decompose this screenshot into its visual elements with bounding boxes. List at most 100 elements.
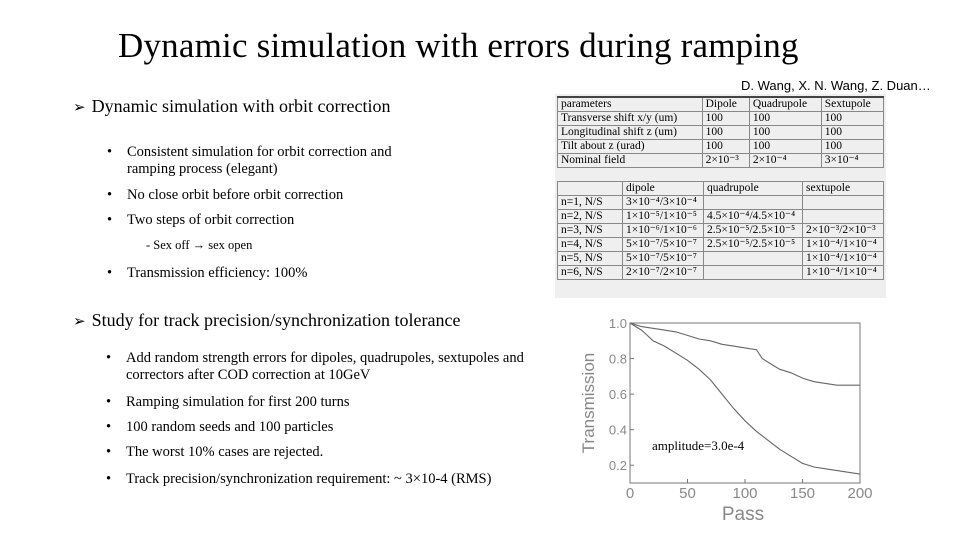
sub-item: - Sex off → sex open: [146, 238, 253, 252]
table-cell: Transverse shift x/y (um): [557, 111, 703, 126]
bullet-dot-icon: •: [107, 212, 113, 228]
slide-title: Dynamic simulation with errors during ra…: [118, 26, 799, 65]
x-tick-label: 50: [679, 485, 696, 502]
bullet-dot-icon: •: [106, 444, 112, 460]
bullet-text: Transmission efficiency: 100%: [127, 265, 308, 281]
table-cell: n=6, N/S: [557, 265, 623, 280]
table-cell: 1×10⁻⁴/1×10⁻⁴: [801, 251, 885, 266]
table-cell: n=1, N/S: [557, 195, 623, 210]
table-cell: n=4, N/S: [557, 237, 623, 252]
section2-heading: ➢ Study for track precision/synchronizati…: [73, 310, 460, 331]
bullet-dot-icon: •: [107, 144, 113, 160]
table-cell: sextupole: [801, 181, 885, 196]
section1-heading-text: Dynamic simulation with orbit correction: [91, 96, 391, 116]
table-header-row: parameters Dipole Quadrupole Sextupole: [557, 96, 885, 112]
table-cell: 2.5×10⁻⁵/2.5×10⁻⁵: [703, 237, 803, 252]
bullet-text: 100 random seeds and 100 particles: [126, 419, 334, 435]
bullet-text: Consistent simulation for orbit correcti…: [127, 144, 392, 177]
table-cell: 2×10⁻⁷/2×10⁻⁷: [622, 265, 704, 280]
bullet: • Add random strength errors for dipoles,…: [106, 350, 546, 384]
x-tick-label: 150: [790, 485, 815, 502]
bullet: • 100 random seeds and 100 particles: [106, 419, 546, 436]
table-cell: 5×10⁻⁷/5×10⁻⁷: [622, 251, 704, 266]
table-row: Transverse shift x/y (um) 100 100 100: [557, 111, 885, 126]
bullet: • Track precision/synchronization require…: [106, 471, 546, 488]
authors: D. Wang, X. N. Wang, Z. Duan…: [741, 78, 931, 93]
plot-frame: [629, 322, 861, 484]
table-row: Longitudinal shift z (um) 100 100 100: [557, 125, 885, 140]
x-tick-label: 100: [732, 485, 757, 502]
transmission-chart: 0 50 100 150 200 1.0 0.8 0.6 0.4 0.2 Pass Transmiss…: [575, 315, 875, 523]
table-cell: n=3, N/S: [557, 223, 623, 238]
table-cell: [703, 251, 803, 266]
table-cell: Sextupole: [820, 96, 885, 112]
multipole-errors-table: dipole quadrupole sextupole n=1, N/S 3×1…: [557, 181, 885, 280]
table-cell: 100: [820, 125, 885, 140]
table-cell: [703, 195, 803, 210]
table-cell: 1×10⁻⁵/1×10⁻⁵: [622, 209, 704, 224]
bullet: • No close orbit before orbit correction: [107, 187, 437, 204]
table-row: Tilt about z (urad) 100 100 100: [557, 139, 885, 154]
table-cell: Tilt about z (urad): [557, 139, 703, 154]
table-cell: 100: [748, 111, 822, 126]
table-cell: [801, 209, 885, 224]
y-tick-label: 1.0: [609, 316, 627, 331]
table-cell: 1×10⁻⁶/1×10⁻⁶: [622, 223, 704, 238]
table-cell: 1×10⁻⁴/1×10⁻⁴: [801, 265, 885, 280]
table-cell: Nominal field: [557, 153, 703, 168]
table-cell: [557, 181, 623, 196]
bullet: • Two steps of orbit correction: [107, 212, 437, 229]
table-cell: 100: [820, 139, 885, 154]
bullet-text: No close orbit before orbit correction: [127, 187, 344, 203]
bullet-dot-icon: •: [106, 394, 112, 410]
series-line: [629, 322, 860, 386]
table-cell: 3×10⁻⁴/3×10⁻⁴: [622, 195, 704, 210]
y-axis-label: Transmission: [579, 353, 598, 453]
table-cell: 100: [701, 111, 750, 126]
table-cell: [801, 195, 885, 210]
arrow-bullet-icon: ➢: [73, 312, 86, 330]
bullet-text: Two steps of orbit correction: [127, 212, 295, 228]
bullet-dot-icon: •: [106, 419, 112, 435]
section1-heading: ➢ Dynamic simulation with orbit correctio…: [73, 96, 391, 117]
table-cell: 2×10⁻⁴: [748, 153, 822, 168]
table-cell: n=5, N/S: [557, 251, 623, 266]
table-cell: 2×10⁻³/2×10⁻³: [801, 223, 885, 238]
table-cell: 100: [701, 139, 750, 154]
bullet-dot-icon: •: [106, 350, 112, 366]
arrow-bullet-icon: ➢: [73, 98, 86, 116]
error-parameters-table: parameters Dipole Quadrupole Sextupole T…: [557, 96, 885, 168]
transmission-chart-svg: 0 50 100 150 200 1.0 0.8 0.6 0.4 0.2 Pass Transmiss…: [579, 316, 873, 523]
x-tick-label: 200: [847, 485, 872, 502]
bullet-text: The worst 10% cases are rejected.: [126, 444, 324, 460]
table-row: Nominal field 2×10⁻³ 2×10⁻⁴ 3×10⁻⁴: [557, 153, 885, 168]
table-row: n=4, N/S 5×10⁻⁷/5×10⁻⁷ 2.5×10⁻⁵/2.5×10⁻⁵…: [557, 237, 885, 252]
bullet-text: Add random strength errors for dipoles, …: [126, 350, 524, 383]
y-tick-label: 0.8: [609, 352, 627, 367]
table-cell: 100: [820, 111, 885, 126]
bullet-dot-icon: •: [106, 471, 112, 487]
bullet: • The worst 10% cases are rejected.: [106, 444, 546, 461]
x-tick-label: 0: [626, 485, 634, 502]
series-line: [629, 322, 861, 475]
table-cell: 100: [748, 125, 822, 140]
table-cell: 5×10⁻⁷/5×10⁻⁷: [622, 237, 704, 252]
table-cell: 3×10⁻⁴: [820, 153, 885, 168]
table-cell: 100: [701, 125, 750, 140]
chart-annotation: amplitude=3.0e-4: [652, 438, 745, 453]
table-row: n=5, N/S 5×10⁻⁷/5×10⁻⁷ 1×10⁻⁴/1×10⁻⁴: [557, 251, 885, 266]
table-cell: 100: [748, 139, 822, 154]
bullet: • Ramping simulation for first 200 turns: [106, 394, 546, 411]
bullet: • Consistent simulation for orbit correct…: [107, 144, 437, 178]
table-cell: parameters: [557, 96, 703, 112]
table-header-row: dipole quadrupole sextupole: [557, 181, 885, 196]
table-row: n=2, N/S 1×10⁻⁵/1×10⁻⁵ 4.5×10⁻⁴/4.5×10⁻⁴: [557, 209, 885, 224]
table-cell: dipole: [622, 181, 704, 196]
table-cell: Quadrupole: [748, 96, 822, 112]
bullet-dot-icon: •: [107, 265, 113, 281]
table-cell: Longitudinal shift z (um): [557, 125, 703, 140]
section2-heading-text: Study for track precision/synchronizatio…: [91, 310, 461, 330]
table-cell: 2×10⁻³: [701, 153, 750, 168]
x-axis-label: Pass: [722, 504, 764, 523]
y-tick-label: 0.6: [609, 387, 627, 402]
